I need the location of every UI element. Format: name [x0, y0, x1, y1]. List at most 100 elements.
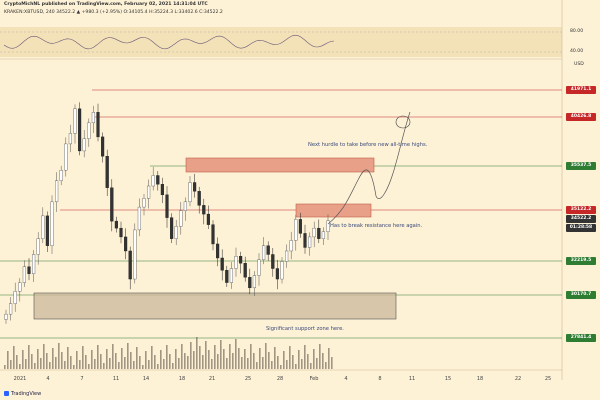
- volume-bar: [331, 357, 333, 369]
- volume-series: [4, 337, 333, 369]
- x-tick-label: 18: [179, 376, 185, 382]
- volume-bar: [208, 350, 210, 369]
- x-tick-label: 2021: [14, 376, 27, 382]
- rsi-label-40: 40.00: [570, 49, 584, 54]
- x-tick-label: 11: [409, 376, 415, 382]
- x-tick-label: 4: [46, 376, 49, 382]
- candle-body: [77, 108, 82, 152]
- volume-bar: [322, 353, 324, 369]
- volume-bar: [82, 346, 84, 369]
- candle-body: [146, 185, 151, 199]
- candle-body: [271, 254, 275, 269]
- volume-bar: [310, 363, 312, 369]
- candle-body: [225, 270, 229, 283]
- candle-body: [100, 136, 105, 157]
- volume-bar: [274, 347, 276, 369]
- volume-bar: [148, 360, 150, 369]
- candle-body: [275, 268, 279, 280]
- candle-body: [211, 224, 215, 245]
- candle-body: [8, 303, 13, 315]
- footer-brand: TradingView: [4, 391, 41, 397]
- volume-bar: [193, 351, 195, 369]
- candle-body: [119, 227, 123, 238]
- volume-bar: [190, 342, 192, 369]
- volume-bar: [79, 360, 81, 369]
- candle-body: [91, 112, 95, 124]
- candle-body: [87, 122, 91, 139]
- candle-body: [202, 205, 206, 215]
- volume-bar: [25, 359, 27, 369]
- candle-body: [151, 175, 155, 187]
- volume-bar: [49, 362, 51, 369]
- volume-bar: [118, 362, 120, 369]
- candle-body: [188, 182, 192, 203]
- volume-bar: [262, 357, 264, 369]
- volume-bar: [124, 357, 126, 369]
- volume-bar: [214, 345, 216, 369]
- candle-body: [303, 233, 307, 248]
- time-axis: 2021 4 7 11 14 18 21 25 28 Feb 4 8 11 15 18 22 25: [14, 376, 552, 382]
- volume-bar: [265, 343, 267, 369]
- candle-body: [229, 268, 233, 283]
- x-tick-label: 25: [245, 376, 251, 382]
- candle-body: [215, 243, 220, 259]
- volume-bar: [271, 361, 273, 369]
- price-label-30170: 30170.7: [566, 291, 596, 299]
- volume-bar: [22, 350, 24, 369]
- volume-bar: [64, 361, 66, 369]
- volume-bar: [253, 353, 255, 369]
- symbol-line: KRAKEN:XBTUSD, 240 34522.2 ▲ +980.3 (+2.…: [4, 10, 223, 15]
- candle-body: [220, 257, 224, 271]
- volume-bar: [97, 345, 99, 369]
- candle-body: [285, 250, 289, 262]
- price-label-27841: 27841.4: [566, 334, 596, 342]
- volume-bar: [7, 351, 9, 369]
- volume-bar: [106, 349, 108, 369]
- volume-bar: [112, 344, 114, 369]
- volume-bar: [19, 364, 21, 369]
- volume-bar: [199, 346, 201, 369]
- volume-bar: [232, 353, 234, 369]
- candle-body: [128, 250, 132, 280]
- volume-bar: [169, 354, 171, 369]
- candle-body: [266, 245, 270, 255]
- price-label-40426: 40426.8: [566, 113, 596, 121]
- volume-bar: [313, 349, 315, 369]
- volume-bar: [34, 363, 36, 369]
- volume-bar: [196, 337, 198, 369]
- price-label-timer: 01:28:58: [566, 224, 596, 232]
- volume-bar: [136, 347, 138, 369]
- resistance-zone-lower: [295, 203, 372, 218]
- candlestick-series: [4, 102, 330, 324]
- rsi-panel: [0, 27, 562, 57]
- volume-bar: [328, 348, 330, 369]
- volume-bar: [211, 359, 213, 369]
- volume-bar: [172, 363, 174, 369]
- projection-path: [327, 111, 411, 225]
- x-tick-label: 21: [209, 376, 215, 382]
- volume-bar: [142, 365, 144, 369]
- volume-bar: [283, 351, 285, 369]
- volume-bar: [238, 348, 240, 369]
- candle-body: [169, 217, 174, 239]
- candle-body: [174, 226, 178, 239]
- volume-bar: [121, 348, 123, 369]
- candle-body: [280, 261, 284, 280]
- x-tick-label: Feb: [310, 376, 319, 382]
- candle-body: [36, 238, 40, 255]
- candle-body: [160, 184, 164, 196]
- x-tick-label: 7: [80, 376, 83, 382]
- volume-bar: [244, 349, 246, 369]
- candle-body: [317, 227, 321, 239]
- candle-body: [179, 210, 183, 227]
- candle-body: [289, 240, 293, 252]
- candle-body: [312, 227, 316, 238]
- volume-bar: [184, 353, 186, 369]
- candle-body: [308, 236, 312, 248]
- volume-bar: [316, 358, 318, 369]
- volume-bar: [67, 347, 69, 369]
- volume-bar: [292, 355, 294, 369]
- volume-bar: [289, 346, 291, 369]
- volume-bar: [286, 360, 288, 369]
